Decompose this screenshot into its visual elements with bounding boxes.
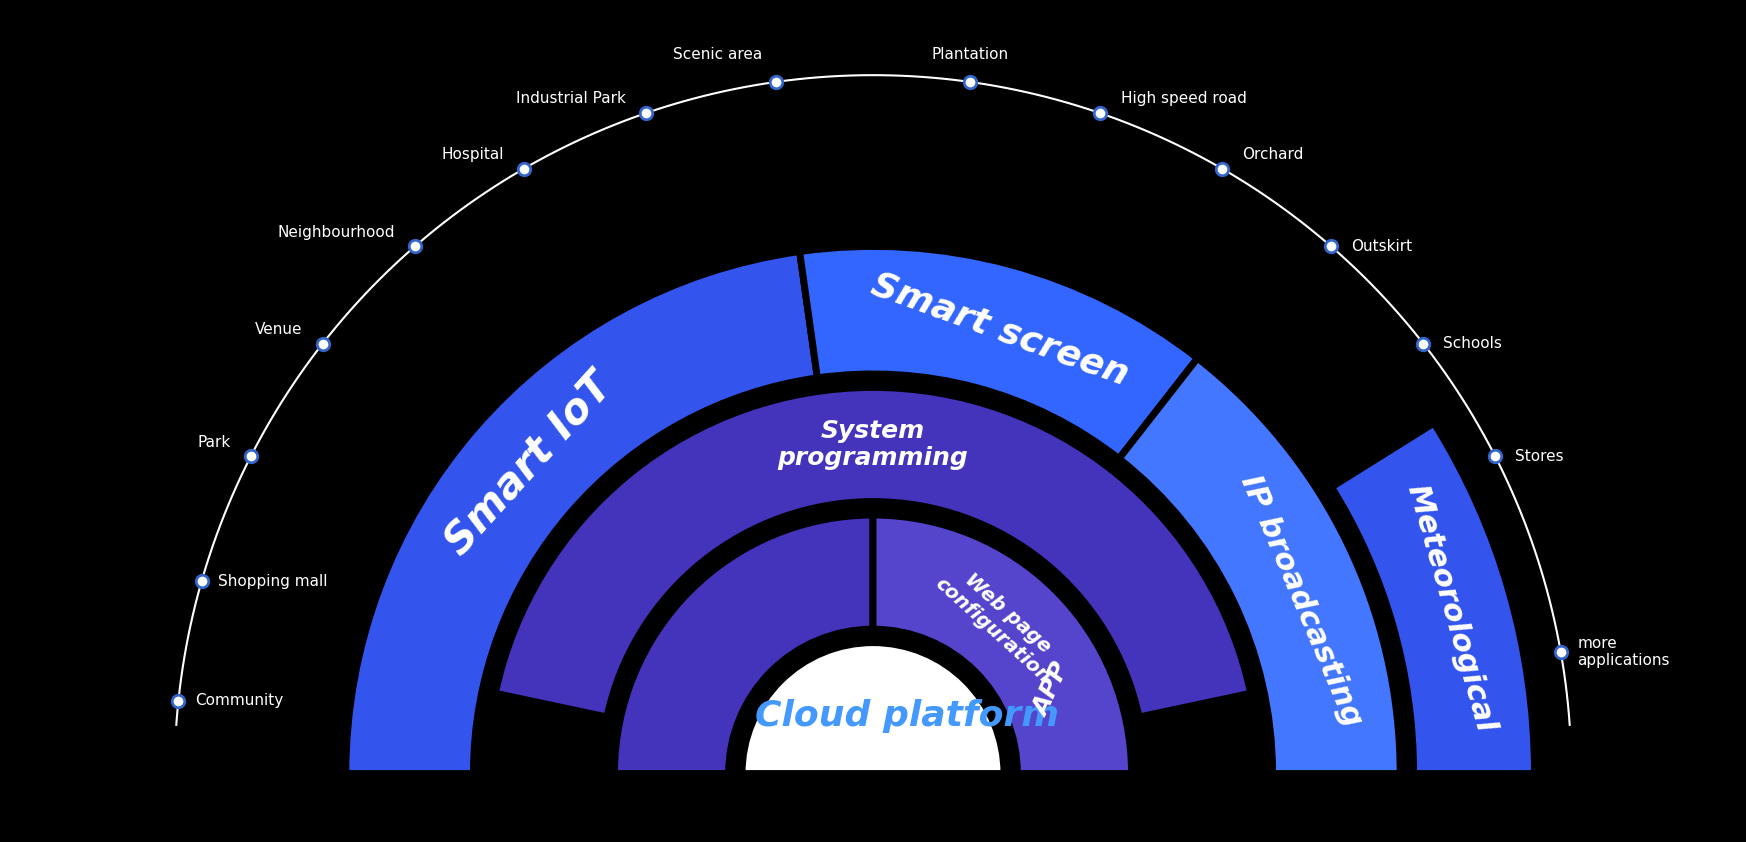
Wedge shape (800, 247, 1198, 459)
Wedge shape (496, 387, 1250, 717)
Text: Venue: Venue (255, 322, 302, 337)
Text: High speed road: High speed road (1121, 92, 1247, 106)
Text: Neighbourhood: Neighbourhood (278, 225, 395, 240)
Wedge shape (1119, 358, 1400, 774)
Text: Shopping mall: Shopping mall (218, 573, 328, 589)
Text: Smart screen: Smart screen (868, 267, 1133, 392)
Wedge shape (1332, 423, 1535, 774)
Wedge shape (615, 515, 873, 774)
Text: APP: APP (1030, 659, 1076, 721)
Text: IP broadcasting: IP broadcasting (1234, 471, 1367, 731)
Text: Web page
configuration: Web page configuration (932, 557, 1069, 686)
Wedge shape (742, 642, 1004, 774)
Text: Meteorological: Meteorological (1402, 481, 1500, 735)
Text: more
applications: more applications (1578, 636, 1671, 669)
Text: Plantation: Plantation (932, 47, 1009, 61)
Text: Smart IoT: Smart IoT (438, 365, 622, 563)
Wedge shape (346, 252, 817, 774)
Text: Hospital: Hospital (442, 147, 503, 162)
Wedge shape (873, 515, 1131, 774)
Text: Orchard: Orchard (1243, 147, 1304, 162)
Text: Community: Community (196, 693, 283, 708)
Text: Cloud platform: Cloud platform (754, 700, 1058, 733)
Text: Stores: Stores (1516, 449, 1564, 464)
Text: System
programming: System programming (777, 418, 969, 471)
Text: Schools: Schools (1444, 336, 1502, 351)
Text: Scenic area: Scenic area (674, 47, 763, 61)
Text: Outskirt: Outskirt (1351, 239, 1413, 254)
Text: Industrial Park: Industrial Park (515, 92, 625, 106)
Text: Park: Park (197, 434, 230, 450)
